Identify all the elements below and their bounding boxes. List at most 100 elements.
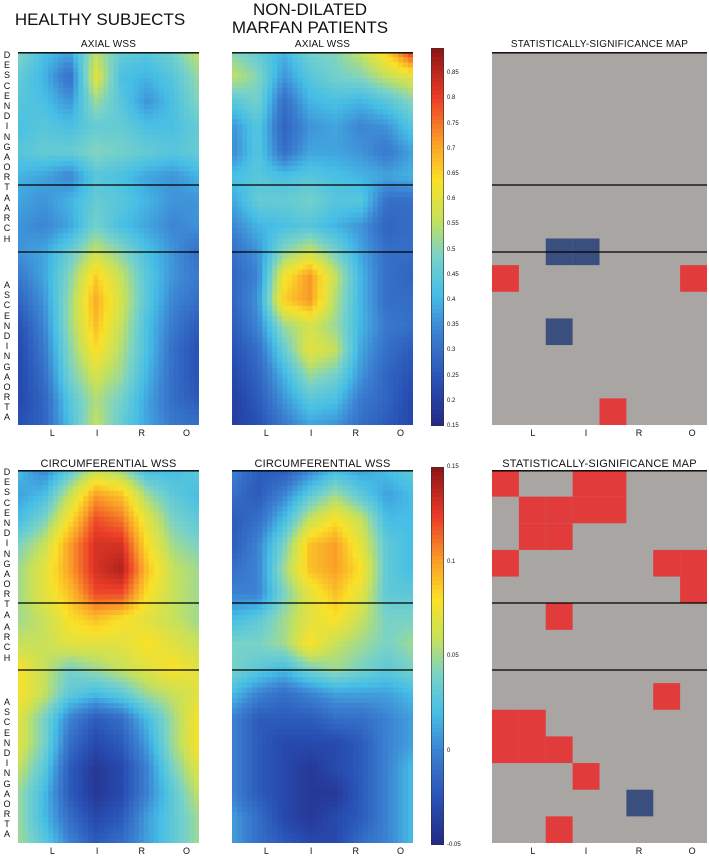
heatmap-cell xyxy=(237,336,243,343)
heatmap-cell xyxy=(118,217,125,224)
heatmap-cell xyxy=(392,176,399,183)
heatmap-cell xyxy=(123,134,130,141)
heatmap-cell xyxy=(372,202,379,209)
heatmap-cell xyxy=(332,186,339,193)
heatmap-cell xyxy=(178,404,185,411)
heatmap-cell xyxy=(63,72,69,79)
heatmap-cell xyxy=(262,347,268,354)
heatmap-cell xyxy=(372,119,379,126)
heatmap-cell xyxy=(183,222,190,229)
heatmap-cell xyxy=(272,124,278,131)
heatmap-cell xyxy=(277,134,283,141)
heatmap-cell xyxy=(377,368,384,374)
heatmap-cell xyxy=(178,207,185,214)
heatmap-cell xyxy=(178,98,185,105)
heatmap-cell xyxy=(302,103,309,110)
heatmap-cell xyxy=(297,368,303,374)
heatmap-cell xyxy=(23,165,29,172)
heatmap-cell xyxy=(392,160,399,167)
heatmap-cell xyxy=(38,336,44,343)
heatmap-cell xyxy=(282,233,288,240)
heatmap-axial-wss-marfan xyxy=(232,52,413,425)
heatmap-cell xyxy=(247,197,253,203)
heatmap-cell xyxy=(232,336,238,343)
heatmap-cell xyxy=(352,217,359,224)
heatmap-cell xyxy=(362,274,369,281)
heatmap-cell xyxy=(83,93,89,100)
heatmap-cell xyxy=(123,311,130,317)
heatmap-cell xyxy=(103,150,110,157)
heatmap-cell xyxy=(108,134,115,141)
heatmap-cell xyxy=(163,228,170,234)
heatmap-cell xyxy=(103,57,110,63)
heatmap-cell xyxy=(123,145,130,152)
heatmap-cell xyxy=(168,207,175,214)
heatmap-cell xyxy=(237,155,243,162)
heatmap-cell xyxy=(327,171,334,177)
heatmap-cell xyxy=(38,72,44,79)
heatmap-cell xyxy=(178,238,185,245)
heatmap-cell xyxy=(387,378,394,385)
heatmap-cell xyxy=(262,311,268,317)
heatmap-cell xyxy=(193,326,199,333)
heatmap-cell xyxy=(232,300,238,307)
heatmap-cell xyxy=(252,393,258,400)
heatmap-cell xyxy=(188,290,195,297)
heatmap-cell xyxy=(108,388,115,395)
heatmap-cell xyxy=(83,114,89,120)
heatmap-cell xyxy=(252,52,258,58)
heatmap-cell xyxy=(397,129,404,136)
heatmap-cell xyxy=(297,352,303,359)
heatmap-cell xyxy=(367,98,374,105)
heatmap-cell xyxy=(158,145,165,152)
heatmap-cell xyxy=(357,336,364,343)
heatmap-cell xyxy=(312,145,319,152)
heatmap-cell xyxy=(73,160,79,167)
heatmap-cell xyxy=(133,254,140,260)
heatmap-cell xyxy=(123,295,130,302)
heatmap-cell xyxy=(53,108,59,115)
heatmap-cell xyxy=(347,321,354,328)
heatmap-cell xyxy=(327,300,334,307)
heatmap-cell xyxy=(168,383,175,390)
heatmap-cell xyxy=(302,176,309,183)
heatmap-cell xyxy=(113,269,120,276)
heatmap-cell xyxy=(108,399,115,405)
heatmap-cell xyxy=(188,67,195,74)
heatmap-cell xyxy=(367,362,374,369)
heatmap-cell xyxy=(68,52,74,58)
heatmap-cell xyxy=(128,404,135,411)
heatmap-cell xyxy=(297,52,303,58)
heatmap-cell xyxy=(267,357,273,364)
heatmap-cell xyxy=(103,269,110,276)
heatmap-cell xyxy=(287,326,293,333)
heatmap-cell xyxy=(317,279,324,286)
heatmap-cell xyxy=(297,233,303,240)
heatmap-cell xyxy=(247,285,253,291)
heatmap-cell xyxy=(38,93,44,100)
heatmap-cell xyxy=(387,352,394,359)
heatmap-cell xyxy=(48,368,54,374)
heatmap-cell xyxy=(407,378,413,385)
heatmap-cell xyxy=(48,285,54,291)
heatmap-cell xyxy=(242,103,248,110)
heatmap-cell xyxy=(297,279,303,286)
heatmap-cell xyxy=(148,305,155,312)
heatmap-cell xyxy=(153,254,160,260)
heatmap-cell xyxy=(282,176,288,183)
heatmap-cell xyxy=(153,336,160,343)
heatmap-cell xyxy=(23,222,29,229)
heatmap-cell xyxy=(138,295,145,302)
heatmap-cell xyxy=(407,347,413,354)
heatmap-cell xyxy=(188,134,195,141)
heatmap-cell xyxy=(88,285,95,291)
heatmap-cell xyxy=(337,145,344,152)
heatmap-cell xyxy=(312,212,319,219)
heatmap-cell xyxy=(372,222,379,229)
heatmap-cell xyxy=(307,279,314,286)
heatmap-cell xyxy=(407,259,413,265)
heatmap-cell xyxy=(397,264,404,271)
heatmap-cell xyxy=(372,52,379,58)
heatmap-cell xyxy=(168,202,175,209)
heatmap-cell xyxy=(103,103,110,110)
